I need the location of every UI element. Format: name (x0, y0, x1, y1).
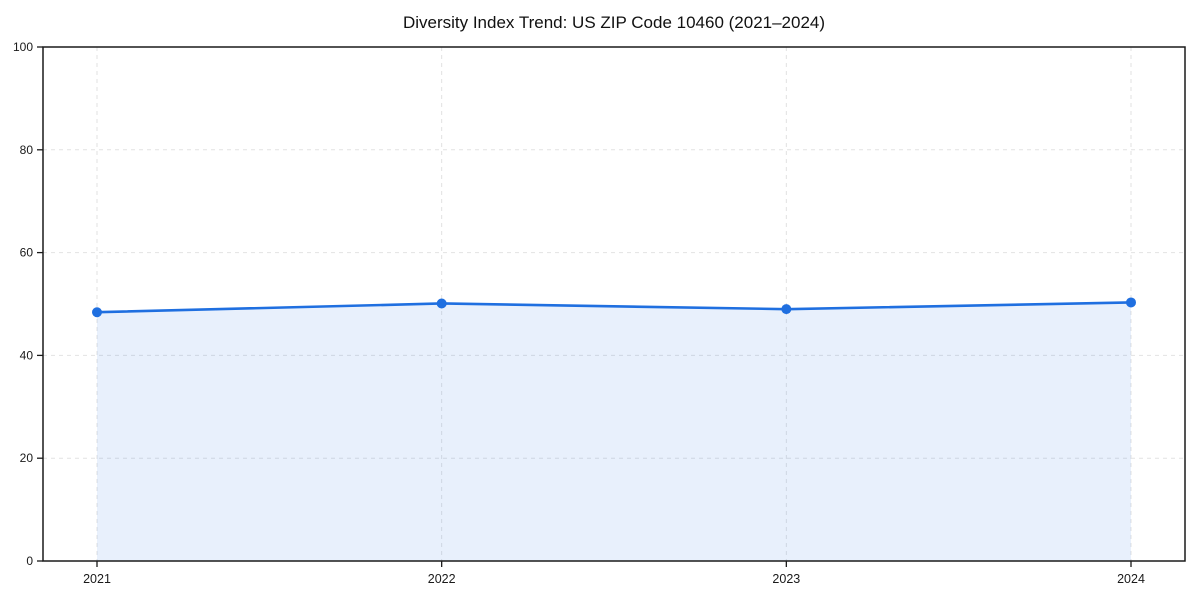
y-tick-label: 80 (20, 143, 34, 157)
chart-title: Diversity Index Trend: US ZIP Code 10460… (402, 13, 826, 32)
y-tick-label: 60 (20, 246, 34, 260)
data-point-2023 (781, 304, 792, 315)
data-point-2021 (92, 307, 102, 318)
y-tick-label: 40 (20, 348, 34, 362)
trend-line (95, 301, 1133, 314)
x-tick-label: 2024 (1117, 572, 1145, 586)
y-tick-label: 0 (26, 554, 33, 568)
x-tick-label: 2021 (83, 572, 111, 586)
x-tick-label: 2022 (428, 572, 456, 586)
data-point-2024 (1126, 297, 1136, 308)
plot-border (42, 46, 1186, 562)
data-point-2022 (436, 298, 447, 309)
y-tick-label: 20 (20, 451, 34, 465)
x-tick-label: 2023 (772, 572, 800, 586)
area-fill (97, 302, 1131, 561)
y-tick-label: 100 (13, 40, 33, 54)
